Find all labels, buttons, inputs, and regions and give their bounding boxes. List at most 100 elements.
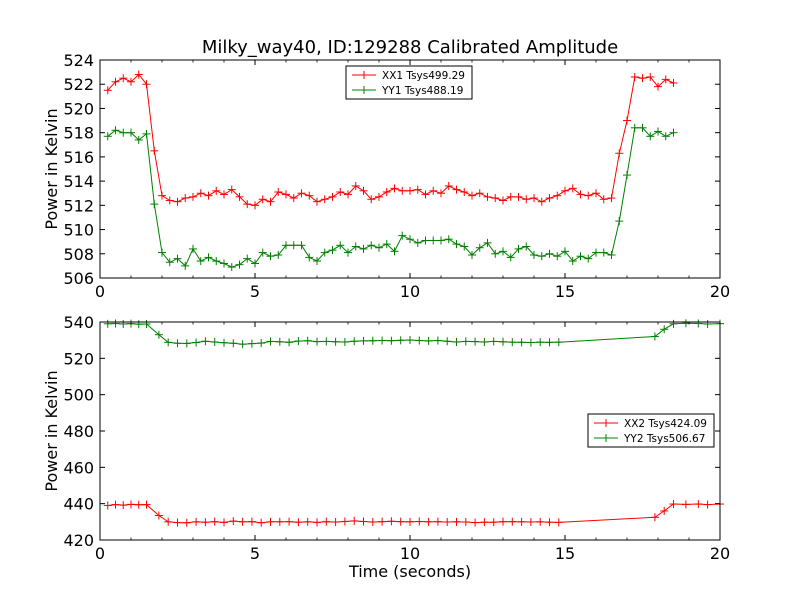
- data-point: [127, 77, 135, 86]
- data-point: [561, 247, 569, 256]
- data-point: [238, 517, 247, 526]
- data-point: [192, 517, 201, 526]
- x-tick-label: 10: [400, 544, 420, 563]
- data-point: [320, 248, 329, 257]
- data-point: [607, 194, 616, 203]
- data-point: [165, 196, 174, 205]
- data-point: [661, 132, 670, 141]
- data-point: [599, 248, 608, 257]
- y-axis-label: Power in Kelvin: [42, 108, 61, 229]
- data-point: [489, 518, 498, 527]
- data-point: [650, 513, 659, 522]
- data-point: [483, 192, 492, 201]
- data-point: [243, 254, 252, 263]
- data-point: [703, 319, 712, 328]
- x-tick-label: 20: [710, 544, 730, 563]
- data-point: [491, 249, 500, 258]
- data-point: [134, 500, 143, 509]
- data-point: [545, 194, 554, 203]
- data-point: [111, 126, 120, 135]
- data-point: [258, 195, 267, 204]
- data-point: [322, 517, 331, 526]
- data-point: [313, 257, 321, 266]
- data-point: [266, 517, 275, 526]
- data-point: [350, 516, 359, 525]
- data-point: [475, 189, 484, 198]
- data-point: [220, 338, 228, 347]
- data-point: [491, 194, 500, 203]
- data-point: [437, 189, 445, 198]
- data-point: [537, 252, 546, 261]
- data-point: [235, 192, 244, 201]
- y-tick-label: 420: [63, 531, 94, 550]
- data-point: [257, 339, 266, 348]
- data-point: [251, 259, 259, 268]
- data-point: [331, 518, 340, 527]
- data-point: [592, 248, 600, 257]
- data-point: [282, 241, 290, 250]
- data-point: [154, 511, 163, 520]
- data-point: [289, 194, 298, 203]
- data-point: [285, 517, 294, 526]
- data-point: [158, 191, 166, 200]
- data-point: [173, 518, 182, 527]
- data-point: [119, 128, 128, 137]
- data-point: [367, 195, 376, 204]
- data-point: [111, 500, 120, 509]
- data-point: [212, 186, 221, 195]
- data-point: [396, 517, 405, 526]
- data-point: [460, 242, 469, 251]
- data-point: [406, 235, 414, 244]
- data-point: [154, 330, 163, 339]
- chart-title: Milky_way40, ID:129288 Calibrated Amplit…: [202, 37, 618, 58]
- data-point: [506, 253, 515, 262]
- data-point: [615, 217, 624, 226]
- data-point: [536, 338, 545, 347]
- y-tick-label: 522: [63, 75, 94, 94]
- data-point: [681, 319, 690, 328]
- data-point: [623, 171, 631, 180]
- x-tick-label: 5: [250, 282, 260, 301]
- data-point: [103, 86, 112, 95]
- data-point: [424, 517, 433, 526]
- data-point: [189, 192, 197, 201]
- data-point: [694, 500, 703, 509]
- data-point: [406, 335, 414, 344]
- data-point: [584, 254, 593, 263]
- legend: XX1 Tsys499.29 YY1 Tsys488.19: [345, 65, 473, 100]
- data-point: [238, 340, 247, 349]
- data-point: [313, 197, 321, 206]
- data-point: [424, 336, 433, 345]
- data-point: [530, 250, 538, 259]
- data-point: [274, 250, 283, 259]
- data-point: [351, 181, 360, 190]
- data-point: [275, 337, 284, 346]
- data-point: [165, 258, 174, 267]
- data-point: [452, 240, 461, 249]
- data-point: [289, 241, 298, 250]
- data-point: [201, 337, 210, 346]
- data-point: [584, 191, 593, 200]
- data-point: [303, 336, 312, 345]
- x-axis-label: Time (seconds): [348, 562, 471, 581]
- data-point: [568, 257, 577, 266]
- data-point: [313, 518, 321, 527]
- data-point: [660, 325, 669, 334]
- data-point: [554, 518, 563, 527]
- data-point: [375, 243, 383, 252]
- y-tick-label: 506: [63, 269, 94, 288]
- data-point: [182, 518, 191, 527]
- y-tick-label: 540: [63, 313, 94, 332]
- data-point: [660, 506, 669, 515]
- data-point: [576, 190, 585, 199]
- x-tick-label: 15: [555, 282, 575, 301]
- data-point: [437, 236, 445, 245]
- data-point: [433, 517, 442, 526]
- data-point: [545, 518, 554, 527]
- data-point: [111, 319, 120, 328]
- data-point: [654, 82, 662, 91]
- data-point: [344, 190, 352, 199]
- data-point: [553, 252, 562, 261]
- data-point: [359, 244, 368, 253]
